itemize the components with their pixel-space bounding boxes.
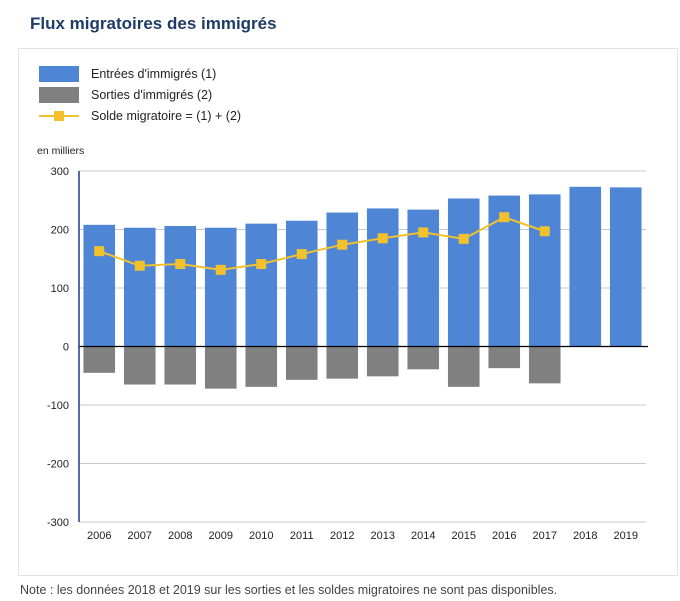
solde-marker — [499, 212, 510, 223]
solde-marker — [296, 249, 307, 260]
x-tick-label: 2007 — [128, 530, 152, 542]
bar-sorties — [285, 346, 318, 380]
bar-entrees — [83, 224, 116, 347]
solde-marker — [94, 246, 105, 257]
x-tick-label: 2019 — [614, 530, 638, 542]
bar-sorties — [407, 346, 440, 370]
bar-sorties — [326, 346, 359, 379]
bar-entrees — [245, 223, 278, 347]
x-tick-label: 2012 — [330, 530, 354, 542]
bar-sorties — [83, 346, 116, 373]
bar-entrees — [164, 225, 197, 347]
y-tick-label: -100 — [47, 400, 69, 412]
solde-marker — [458, 233, 469, 244]
bar-entrees — [447, 198, 480, 347]
x-tick-label: 2015 — [452, 530, 476, 542]
bar-sorties — [204, 346, 237, 389]
chart-panel: Entrées d'immigrés (1) Sorties d'immigré… — [18, 48, 678, 576]
x-tick-label: 2011 — [290, 530, 314, 542]
y-tick-label: 200 — [51, 225, 69, 237]
bar-sorties — [528, 346, 561, 384]
legend: Entrées d'immigrés (1) Sorties d'immigré… — [39, 63, 241, 126]
bar-entrees — [569, 186, 602, 347]
footnote: Note : les données 2018 et 2019 sur les … — [20, 583, 558, 597]
x-tick-label: 2017 — [533, 530, 557, 542]
bar-sorties — [447, 346, 480, 387]
solde-marker — [377, 233, 388, 244]
bar-entrees — [366, 208, 399, 347]
legend-item-solde[interactable]: Solde migratoire = (1) + (2) — [39, 105, 241, 126]
x-tick-label: 2013 — [371, 530, 395, 542]
solde-marker — [175, 259, 186, 270]
x-tick-label: 2006 — [87, 530, 111, 542]
x-tick-label: 2008 — [168, 530, 192, 542]
legend-item-sorties[interactable]: Sorties d'immigrés (2) — [39, 84, 241, 105]
legend-label-solde: Solde migratoire = (1) + (2) — [91, 108, 242, 123]
bar-sorties — [488, 346, 521, 369]
bar-entrees — [528, 194, 561, 347]
x-tick-label: 2018 — [573, 530, 597, 542]
y-tick-label: 300 — [51, 166, 69, 178]
x-tick-label: 2009 — [209, 530, 233, 542]
bar-sorties — [123, 346, 156, 385]
bar-entrees — [326, 212, 359, 347]
solde-marker — [256, 259, 267, 270]
bar-entrees — [285, 220, 318, 347]
x-tick-label: 2014 — [411, 530, 435, 542]
solde-marker — [134, 260, 145, 271]
solde-marker — [337, 239, 348, 250]
y-tick-label: 0 — [63, 342, 69, 354]
y-tick-label: -200 — [47, 459, 69, 471]
solde-marker — [539, 226, 550, 237]
x-tick-label: 2016 — [492, 530, 516, 542]
bar-sorties — [245, 346, 278, 387]
legend-label-sorties: Sorties d'immigrés (2) — [91, 87, 213, 102]
solde-marker — [215, 264, 226, 275]
legend-swatch-entrees — [39, 65, 79, 82]
bar-entrees — [204, 227, 237, 347]
legend-label-entrees: Entrées d'immigrés (1) — [91, 66, 217, 81]
bar-entrees — [609, 187, 642, 347]
legend-swatch-sorties — [39, 86, 79, 103]
legend-item-entrees[interactable]: Entrées d'immigrés (1) — [39, 63, 241, 84]
solde-marker — [418, 227, 429, 238]
x-tick-label: 2010 — [249, 530, 273, 542]
bar-sorties — [164, 346, 197, 385]
bar-entrees — [123, 227, 156, 347]
legend-swatch-solde — [39, 108, 79, 124]
y-tick-label: 100 — [51, 283, 69, 295]
y-axis-unit-label: en milliers — [37, 145, 85, 157]
solde-line — [98, 216, 546, 271]
y-tick-label: -300 — [47, 517, 69, 529]
page-title: Flux migratoires des immigrés — [30, 14, 277, 33]
chart-plot: 300 200 100 0 -100 -200 -300 2006 2007 2008 2009 20… — [47, 166, 648, 542]
bar-sorties — [366, 346, 399, 377]
